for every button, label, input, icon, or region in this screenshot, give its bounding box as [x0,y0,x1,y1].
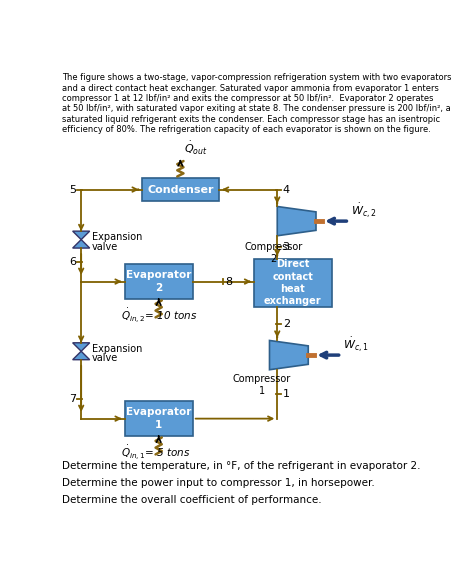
Bar [142,178,219,201]
Polygon shape [270,340,308,370]
Text: Evaporator
2: Evaporator 2 [126,270,191,292]
Text: $\dot{Q}_{out}$: $\dot{Q}_{out}$ [184,140,208,157]
Text: $\dot{Q}_{in,2}$= 10 tons: $\dot{Q}_{in,2}$= 10 tons [121,307,197,325]
Text: $\dot{W}_{c,2}$: $\dot{W}_{c,2}$ [351,201,377,220]
Bar [124,264,193,299]
Polygon shape [73,351,90,360]
Text: Direct
contact
heat
exchanger: Direct contact heat exchanger [264,259,322,307]
Text: Expansion: Expansion [92,232,143,242]
Polygon shape [73,231,90,240]
Bar [254,259,331,307]
Text: 6: 6 [69,257,76,267]
Text: Determine the power input to compressor 1, in horsepower.: Determine the power input to compressor … [62,479,374,488]
Text: Expansion: Expansion [92,344,143,354]
Text: Condenser: Condenser [147,184,214,195]
Text: 7: 7 [69,394,76,404]
Polygon shape [73,343,90,351]
Text: Compressor
2: Compressor 2 [244,242,303,263]
Text: 3: 3 [283,242,290,252]
Text: 4: 4 [283,184,290,195]
Text: valve: valve [92,242,118,252]
Text: The figure shows a two-stage, vapor-compression refrigeration system with two ev: The figure shows a two-stage, vapor-comp… [62,73,451,135]
Text: Determine the overall coefficient of performance.: Determine the overall coefficient of per… [62,495,322,505]
Text: 5: 5 [69,184,76,195]
Text: 2: 2 [283,318,290,329]
Text: Determine the temperature, in °F, of the refrigerant in evaporator 2.: Determine the temperature, in °F, of the… [62,462,420,472]
Polygon shape [73,240,90,248]
Text: Compressor
1: Compressor 1 [233,374,291,396]
Text: valve: valve [92,353,118,363]
Text: 1: 1 [283,389,290,399]
Text: 8: 8 [226,277,233,287]
Text: $\dot{Q}_{in,1}$= 5 tons: $\dot{Q}_{in,1}$= 5 tons [121,444,190,462]
Text: $\dot{W}_{c,1}$: $\dot{W}_{c,1}$ [343,335,369,354]
Text: Evaporator
1: Evaporator 1 [126,407,191,430]
Polygon shape [277,207,316,236]
Bar [124,401,193,436]
